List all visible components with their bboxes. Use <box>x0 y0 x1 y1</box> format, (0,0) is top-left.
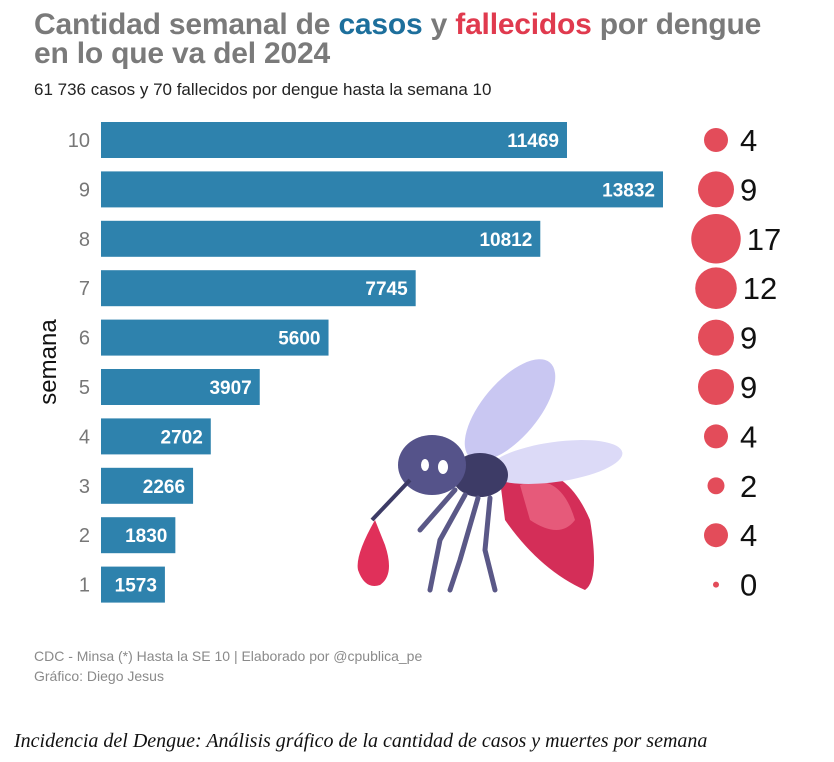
bar-value-label: 1830 <box>125 526 167 547</box>
bar-casos <box>101 171 663 208</box>
bar-value-label: 3907 <box>209 378 251 399</box>
y-tick-label: 6 <box>79 328 90 350</box>
y-tick-label: 2 <box>79 525 90 547</box>
y-tick-label: 1 <box>79 575 90 597</box>
bubble-fallecidos <box>691 214 741 264</box>
source-note: CDC - Minsa (*) Hasta la SE 10 | Elabora… <box>34 646 422 686</box>
bubble-value-label: 9 <box>740 172 757 207</box>
bar-value-label: 2266 <box>143 477 185 498</box>
chart-title: Cantidad semanal de casos y fallecidos p… <box>34 8 762 70</box>
figure-caption: Incidencia del Dengue: Análisis gráfico … <box>14 730 708 752</box>
bar-casos <box>101 369 260 405</box>
bubble-value-label: 4 <box>740 518 757 553</box>
y-tick-label: 10 <box>68 130 90 152</box>
title-fallecidos: fallecidos <box>455 8 592 41</box>
bubble-fallecidos <box>704 523 728 548</box>
chart: semana 10 11469 49 13832 98 10812 177 7745 126 56… <box>35 122 781 603</box>
bubble-fallecidos <box>704 424 728 449</box>
author-line: Gráfico: Diego Jesus <box>34 668 164 684</box>
bubble-value-label: 12 <box>743 271 777 306</box>
bubble-fallecidos <box>698 319 734 356</box>
bubble-value-label: 9 <box>740 321 757 356</box>
bubble-value-label: 2 <box>740 469 757 504</box>
bar-casos <box>101 319 329 356</box>
bar-value-label: 1573 <box>115 576 157 597</box>
title-line2: en lo que va del 2024 <box>34 37 330 70</box>
bubble-fallecidos <box>713 581 719 588</box>
bubble-fallecidos <box>698 171 734 208</box>
title-text: y <box>422 8 456 41</box>
bar-casos <box>101 220 541 257</box>
bar-casos <box>101 122 567 158</box>
bubble-fallecidos <box>698 369 734 405</box>
bar-value-label: 11469 <box>507 131 559 152</box>
y-tick-label: 8 <box>79 229 90 251</box>
bar-value-label: 7745 <box>365 279 408 300</box>
bar-value-label: 5600 <box>278 329 320 350</box>
y-tick-label: 7 <box>79 278 90 300</box>
y-tick-label: 3 <box>79 476 90 498</box>
bubble-value-label: 0 <box>740 568 757 603</box>
title-text: Cantidad semanal de <box>34 8 339 41</box>
bar-casos <box>101 517 176 554</box>
title-casos: casos <box>338 8 423 41</box>
source-line: CDC - Minsa (*) Hasta la SE 10 | Elabora… <box>34 648 423 664</box>
bubble-value-label: 4 <box>740 419 757 454</box>
bubble-value-label: 17 <box>747 222 781 257</box>
bar-value-label: 2702 <box>161 427 203 448</box>
bar-casos <box>101 418 211 455</box>
bubble-fallecidos <box>695 267 737 309</box>
bubble-value-label: 4 <box>740 123 757 158</box>
bubble-value-label: 9 <box>740 370 757 405</box>
bubble-fallecidos <box>704 128 728 152</box>
bar-casos <box>101 467 194 504</box>
bar-casos <box>101 270 416 307</box>
y-tick-label: 4 <box>79 426 90 448</box>
y-axis-label: semana <box>35 319 62 405</box>
chart-subtitle: 61 736 casos y 70 fallecidos por dengue … <box>34 80 492 99</box>
bubble-fallecidos <box>707 477 725 495</box>
bar-casos <box>101 566 165 603</box>
bar-value-label: 10812 <box>479 230 532 251</box>
y-tick-label: 9 <box>79 179 90 201</box>
bar-value-label: 13832 <box>602 180 655 201</box>
mosquito-icon <box>357 359 623 593</box>
y-tick-label: 5 <box>79 377 90 399</box>
title-text: por dengue <box>591 8 762 41</box>
